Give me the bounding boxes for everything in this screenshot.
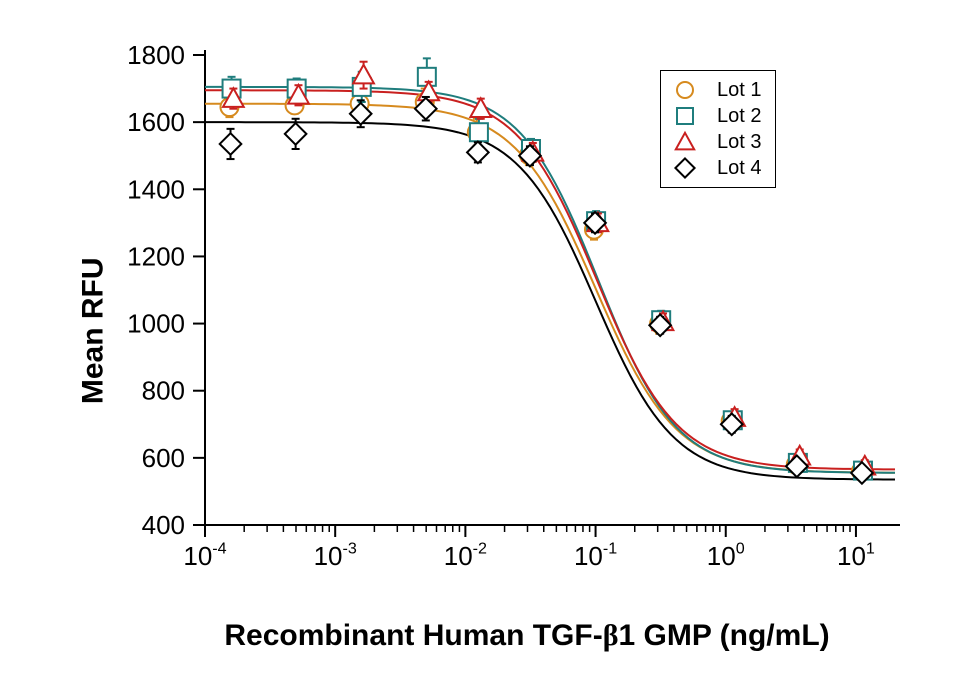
chart-area: 400 600 800 1000 1200 1400 1600 1800 10-4 10-3 10-… [0,0,974,681]
legend-item-lot1: Lot 1 [671,77,761,103]
x-tick-label: 100 [707,539,745,571]
chart-container: { "chart": { "type": "scatter-line-logx"… [0,0,974,681]
x-tick-label: 10-1 [574,539,617,571]
legend-label: Lot 4 [717,157,761,180]
legend-item-lot2: Lot 2 [671,103,761,129]
series-lot3 [223,62,875,475]
legend-marker-lot1 [671,78,699,102]
legend-item-lot3: Lot 3 [671,129,761,155]
y-tick-label: 1200 [127,241,185,271]
y-tick-label: 800 [142,376,185,406]
legend-label: Lot 1 [717,79,761,102]
legend-label: Lot 3 [717,131,761,154]
x-tick-label: 10-3 [314,539,357,571]
y-tick-label: 400 [142,510,185,540]
y-axis-title: Mean RFU [76,257,110,404]
legend: Lot 1 Lot 2 Lot 3 Lot 4 [660,70,776,188]
fit-curve-lot1 [205,104,895,473]
x-tick-label: 10-4 [183,539,226,571]
legend-marker-lot4 [671,156,699,180]
legend-item-lot4: Lot 4 [671,155,761,181]
legend-label: Lot 2 [717,105,761,128]
y-tick-label: 1600 [127,107,185,137]
fit-curve-lot2 [205,87,895,473]
legend-marker-lot2 [671,104,699,128]
chart-svg: 400 600 800 1000 1200 1400 1600 1800 10-4 10-3 10-… [0,0,974,681]
y-tick-label: 600 [142,443,185,473]
fit-curve-lot3 [205,90,895,469]
y-tick-label: 1400 [127,174,185,204]
x-tick-label: 101 [837,539,875,571]
legend-marker-lot3 [671,130,699,154]
x-axis-title: Recombinant Human TGF-β1 GMP (ng/mL) [40,619,974,653]
y-tick-label: 1000 [127,309,185,339]
y-tick-label: 1800 [127,40,185,70]
x-tick-label: 10-2 [444,539,487,571]
